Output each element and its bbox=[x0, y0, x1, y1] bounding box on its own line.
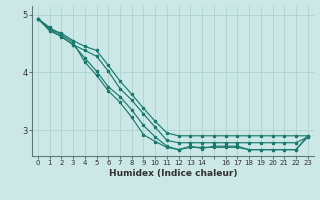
X-axis label: Humidex (Indice chaleur): Humidex (Indice chaleur) bbox=[108, 169, 237, 178]
